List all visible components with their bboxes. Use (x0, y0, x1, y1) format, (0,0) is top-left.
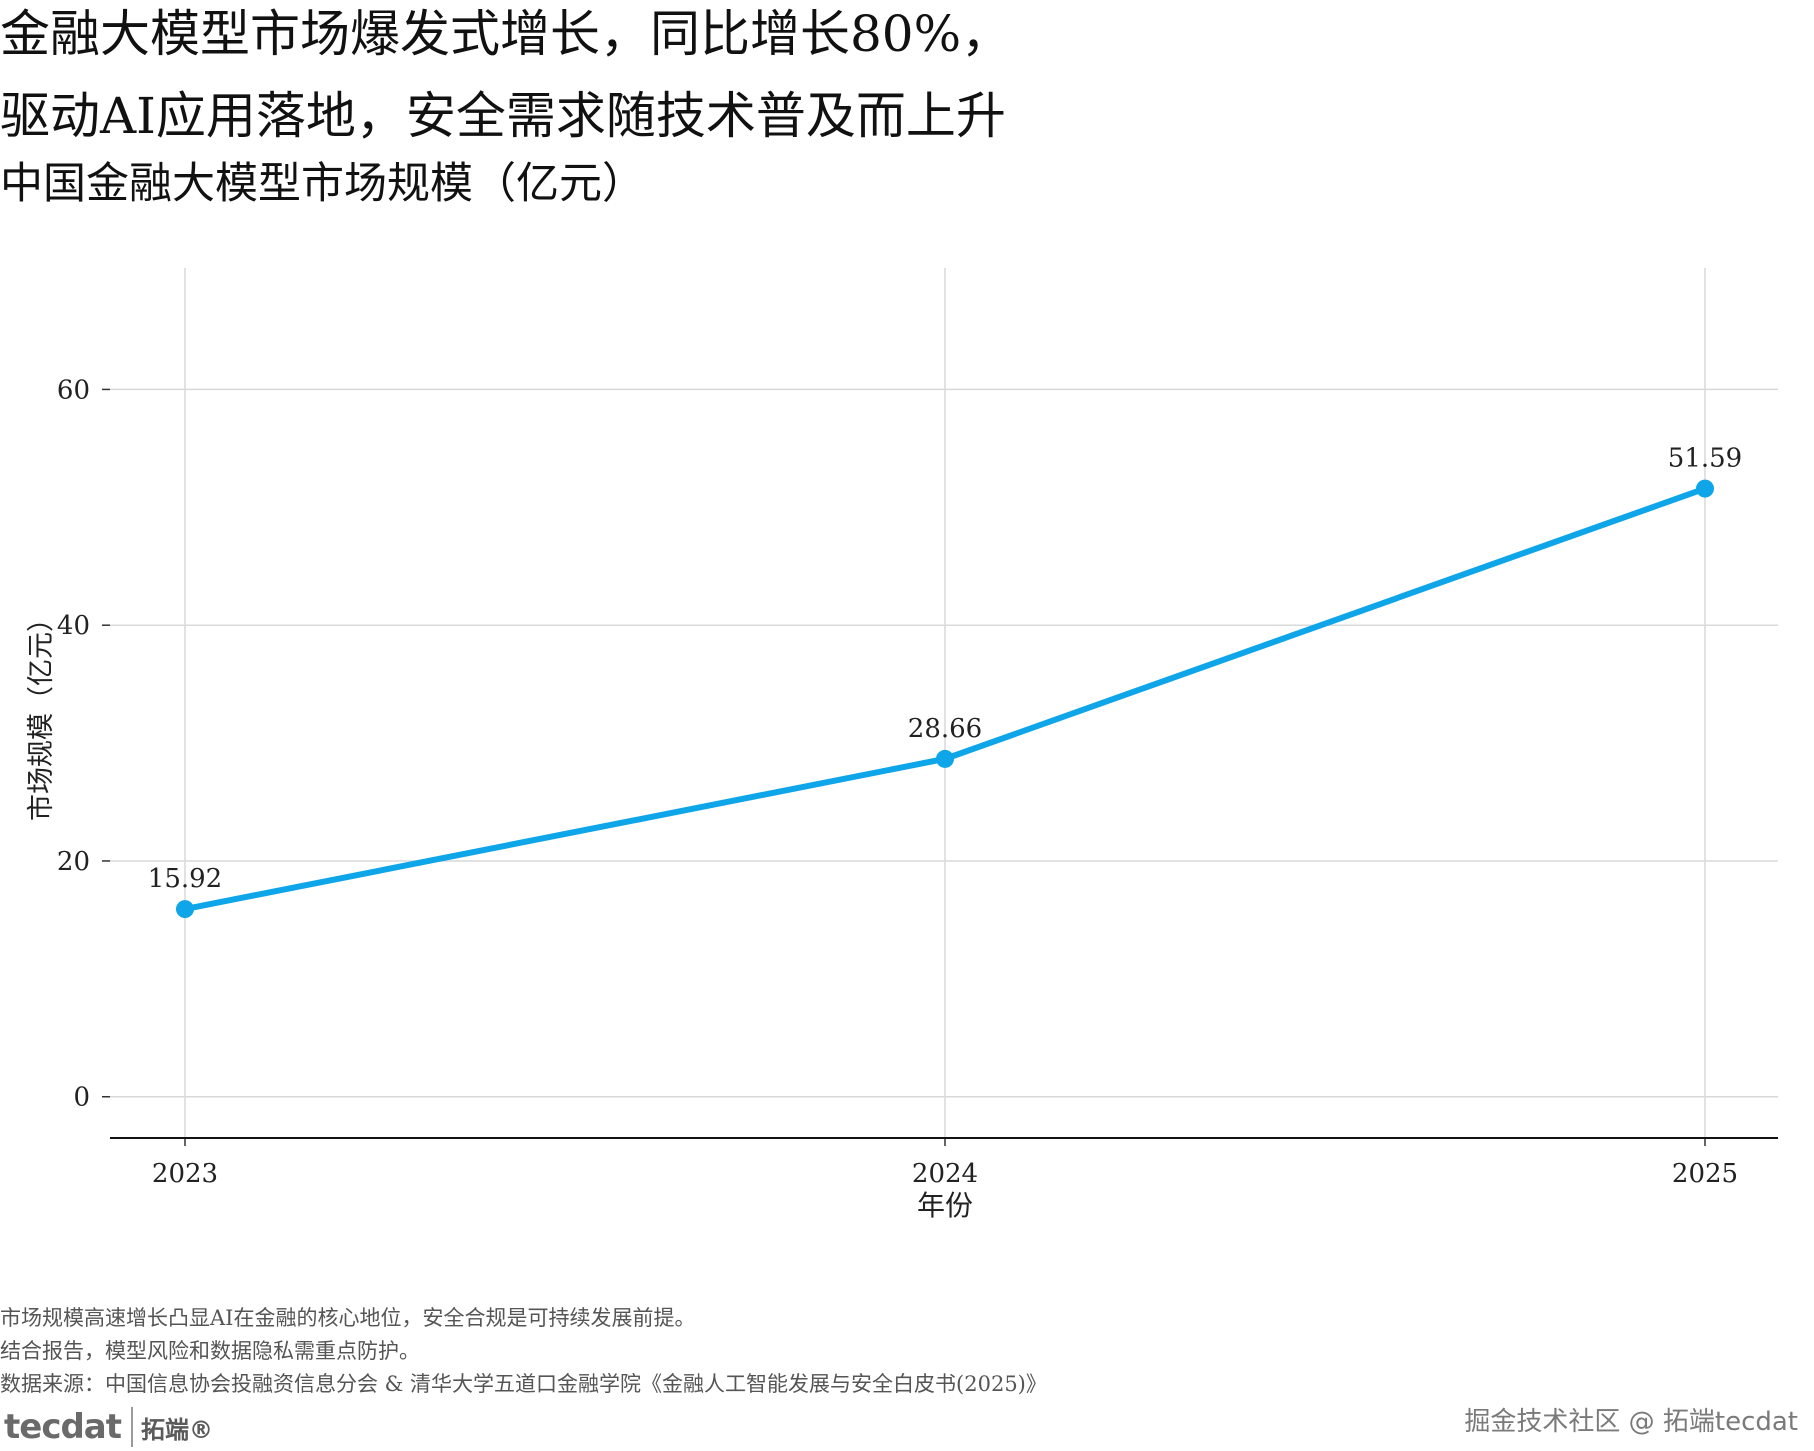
axes: 0 20 40 60 2023 2024 2025 年份 市场规模（亿元） (26, 375, 1778, 1222)
data-label: 51.59 (1668, 444, 1742, 474)
y-axis-label: 市场规模（亿元） (26, 605, 57, 821)
chart-subtitle: 中国金融大模型市场规模（亿元） (0, 159, 645, 209)
data-point (1696, 479, 1714, 498)
x-axis-label: 年份 (917, 1189, 973, 1222)
x-tick-label: 2024 (912, 1159, 978, 1189)
y-tick-label: 60 (57, 375, 90, 405)
logo-cn-name: 拓端® (141, 1415, 214, 1444)
footer-note-2: 结合报告，模型风险和数据隐私需重点防护。 (0, 1339, 420, 1363)
y-tick-label: 40 (57, 611, 90, 641)
footer-note-1: 市场规模高速增长凸显AI在金融的核心地位，安全合规是可持续发展前提。 (0, 1306, 696, 1330)
gridlines (110, 268, 1778, 1138)
chart-title-line-2: 驱动AI应用落地，安全需求随技术普及而上升 (0, 87, 1006, 145)
data-point (936, 749, 954, 768)
series (176, 479, 1714, 919)
y-tick-label: 20 (57, 847, 90, 877)
data-label: 15.92 (148, 864, 222, 894)
x-tick-label: 2025 (1672, 1159, 1738, 1189)
data-labels: 15.92 28.66 51.59 (148, 444, 1742, 895)
logo-mark: tecdat (4, 1407, 122, 1447)
chart-title-line-1: 金融大模型市场爆发式增长，同比增长80%， (0, 5, 1012, 63)
data-source-note: 数据来源：中国信息协会投融资信息分会 & 清华大学五道口金融学院《金融人工智能发… (0, 1372, 1047, 1396)
x-tick-label: 2023 (152, 1159, 218, 1189)
data-label: 28.66 (908, 714, 982, 744)
data-point (176, 900, 194, 919)
tecdat-logo: tecdat 拓端® (4, 1403, 213, 1451)
logo-divider (131, 1407, 134, 1447)
y-tick-label: 0 (73, 1083, 90, 1113)
watermark: 掘金技术社区 @ 拓端tecdat (1464, 1407, 1798, 1437)
